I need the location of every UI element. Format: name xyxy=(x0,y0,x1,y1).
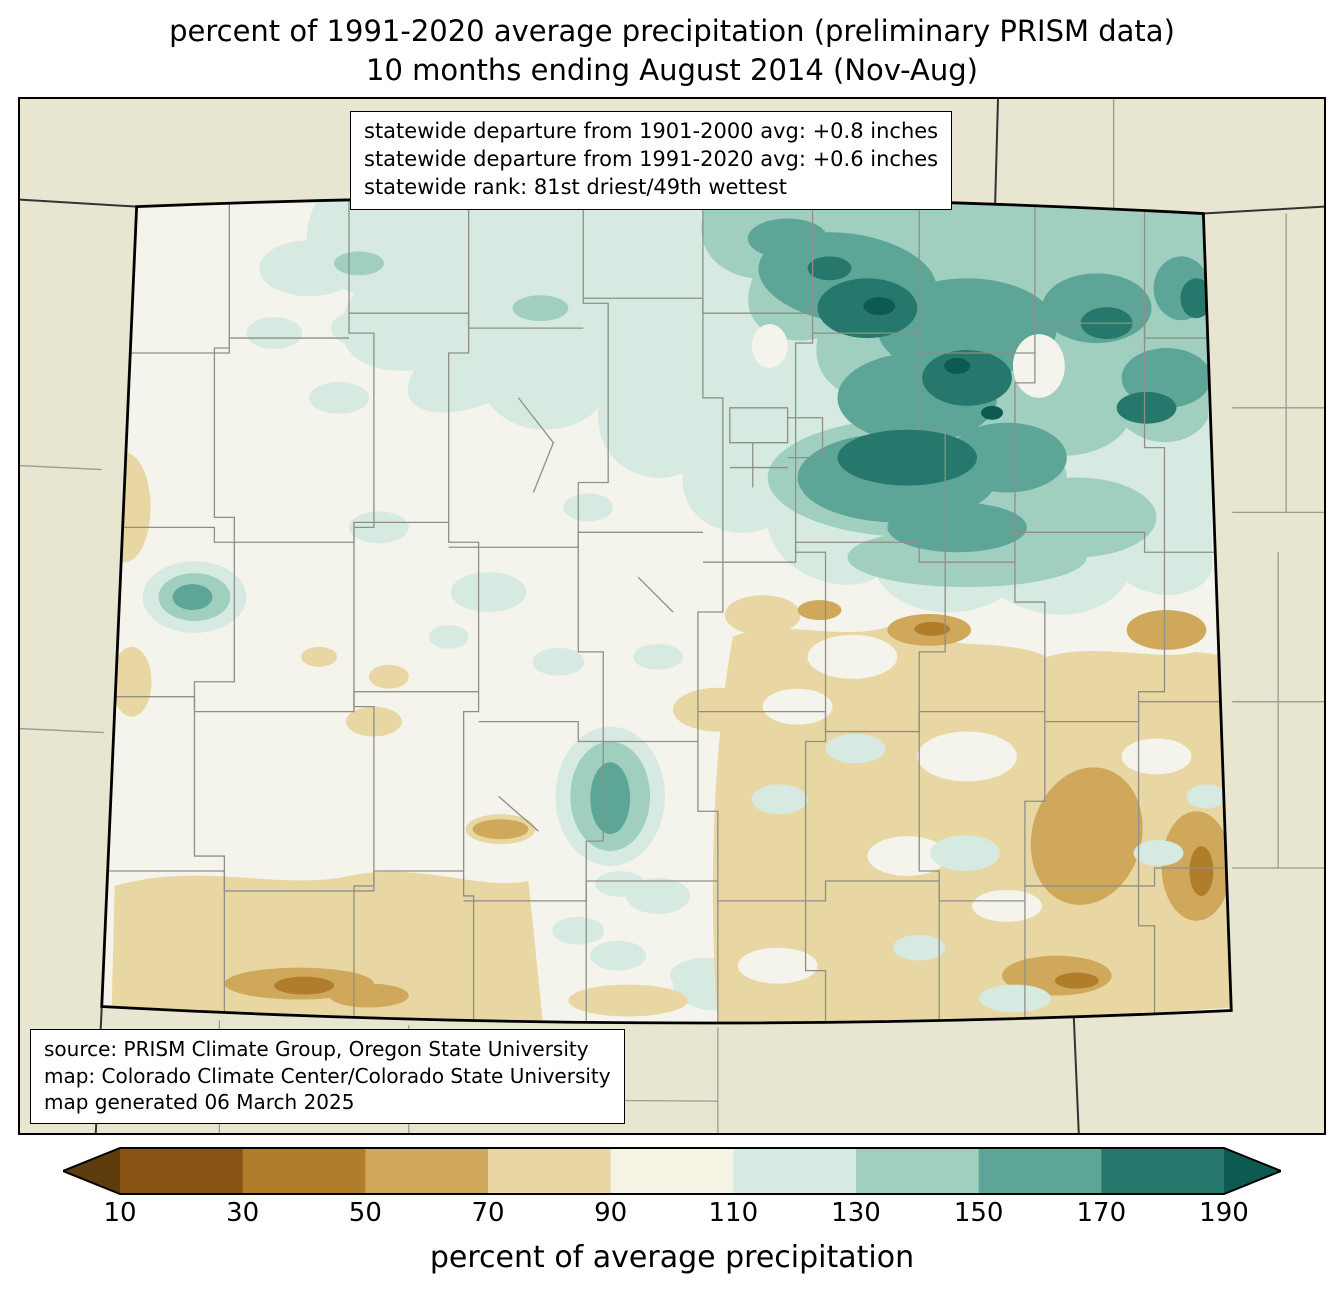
colorbar xyxy=(60,1146,1284,1196)
source-credit-box: source: PRISM Climate Group, Oregon Stat… xyxy=(30,1029,625,1124)
colorbar-svg xyxy=(60,1147,1284,1195)
title-line-2: 10 months ending August 2014 (Nov-Aug) xyxy=(366,53,978,88)
county-lines xyxy=(101,197,1232,1023)
colorbar-axis-label: percent of average precipitation xyxy=(429,1240,915,1275)
colorbar-tick-30: 30 xyxy=(226,1198,260,1228)
colorbar-tick-150: 150 xyxy=(953,1198,1004,1228)
colorbar-tick-90: 90 xyxy=(594,1198,628,1228)
colorbar-tick-10: 10 xyxy=(103,1198,137,1228)
map-panel: statewide departure from 1901-2000 avg: … xyxy=(18,97,1326,1135)
wet-spots-southeast xyxy=(751,733,1227,1013)
stats-line-1: statewide departure from 1901-2000 avg: … xyxy=(364,119,939,143)
title-line-1: percent of 1991-2020 average precipitati… xyxy=(169,14,1175,48)
colorbar-ticks: 10 30 50 70 90 110 130 150 170 190 xyxy=(63,1198,1281,1232)
source-line-3: map generated 06 March 2025 xyxy=(44,1090,355,1115)
colorbar-tick-170: 170 xyxy=(1076,1198,1127,1228)
statewide-stats-box: statewide departure from 1901-2000 avg: … xyxy=(350,111,953,210)
colorbar-tick-50: 50 xyxy=(348,1198,382,1228)
near-average-gaps-north xyxy=(751,324,1065,398)
precip-70-90 xyxy=(101,452,1232,1023)
colorbar-tick-110: 110 xyxy=(708,1198,759,1228)
precip-gt-190 xyxy=(863,297,1003,420)
colorbar-tick-70: 70 xyxy=(471,1198,505,1228)
colorbar-tick-130: 130 xyxy=(831,1198,881,1228)
figure-title: percent of 1991-2020 average precipitati… xyxy=(0,12,1344,90)
precip-30-50 xyxy=(274,621,1214,995)
colorado-precip-map xyxy=(20,99,1324,1133)
colorbar-tick-190: 190 xyxy=(1199,1198,1249,1228)
source-line-1: source: PRISM Climate Group, Oregon Stat… xyxy=(44,1037,589,1062)
source-line-2: map: Colorado Climate Center/Colorado St… xyxy=(44,1063,611,1088)
stats-line-2: statewide departure from 1991-2020 avg: … xyxy=(364,146,939,171)
state-interior xyxy=(101,197,1232,1023)
stats-line-3: statewide rank: 81st driest/49th wettest xyxy=(364,174,787,199)
precip-50-70 xyxy=(224,600,1232,1008)
